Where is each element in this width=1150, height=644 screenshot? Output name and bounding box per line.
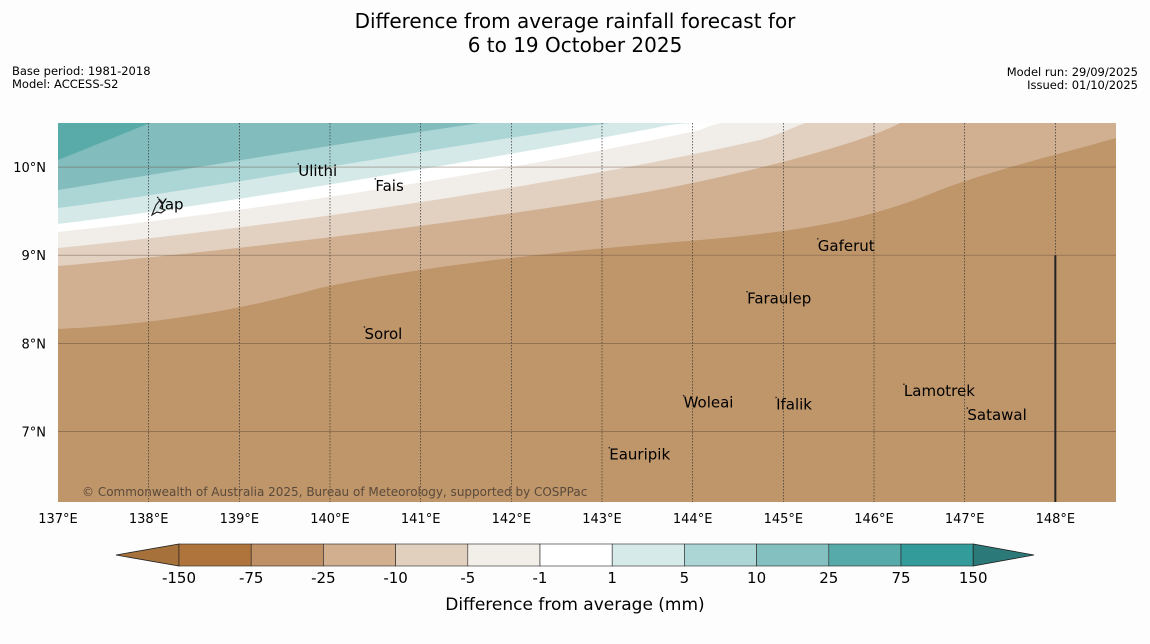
lon-tick-label: 145°E bbox=[764, 512, 804, 527]
place-marker bbox=[775, 396, 777, 399]
meta-right: Model run: 29/09/2025 Issued: 01/10/2025 bbox=[1007, 66, 1138, 92]
lat-tick-label: 7°N bbox=[22, 425, 47, 440]
lon-tick-labels: 137°E 138°E 139°E 140°E 141°E 142°E 143°E 144°E… bbox=[38, 512, 1075, 527]
colorbar-segment bbox=[323, 543, 396, 567]
colorbar-title: Difference from average (mm) bbox=[445, 595, 704, 615]
lat-tick-labels: 10°N 9°N 8°N 7°N bbox=[13, 161, 46, 440]
place-label-eauripik: Eauripik bbox=[609, 446, 670, 464]
place-marker bbox=[966, 407, 969, 409]
colorbar-segment bbox=[178, 543, 252, 567]
colorbar-tick-label: 25 bbox=[819, 569, 838, 587]
colorbar-segment bbox=[467, 543, 541, 567]
place-label-satawal: Satawal bbox=[967, 406, 1026, 424]
place-label-woleai: Woleai bbox=[684, 394, 734, 412]
colorbar-tick-label: 1 bbox=[607, 569, 617, 587]
lon-tick-label: 138°E bbox=[129, 512, 169, 527]
place-label-ifalik: Ifalik bbox=[776, 395, 812, 413]
colorbar-tick-label: -10 bbox=[383, 569, 408, 587]
colorbar: -150 -75 -25 -10 -5 -1 1 5 10 25 75 150 bbox=[115, 543, 1035, 587]
lat-tick-label: 8°N bbox=[22, 337, 47, 352]
model-run-text: Model run: 29/09/2025 bbox=[1006, 65, 1138, 79]
place-marker bbox=[608, 446, 611, 449]
colorbar-segment bbox=[611, 543, 685, 567]
place-marker bbox=[297, 163, 300, 165]
place-label-ulithi: Ulithi bbox=[298, 162, 337, 180]
lat-tick-label: 9°N bbox=[22, 249, 47, 264]
model-text: Model: ACCESS-S2 bbox=[12, 77, 119, 91]
colorbar-tick-label: -25 bbox=[311, 569, 336, 587]
colorbar-arrow-low bbox=[115, 543, 180, 567]
places-layer: Yap Ulithi Fais Gaferut Faraulep Sorol Woleai I… bbox=[157, 162, 1027, 464]
colorbar-segment bbox=[684, 543, 757, 567]
copyright-text: © Commonwealth of Australia 2025, Bureau… bbox=[82, 485, 587, 499]
colorbar-segment bbox=[250, 543, 324, 567]
lon-tick-label: 143°E bbox=[582, 512, 622, 527]
colorbar-tick-label: 150 bbox=[959, 569, 988, 587]
colorbar-segment bbox=[900, 543, 974, 567]
place-marker bbox=[363, 326, 366, 328]
yap-island-outline bbox=[150, 199, 167, 217]
band-brown bbox=[58, 138, 1116, 502]
colorbar-segment bbox=[539, 543, 613, 567]
lon-tick-label: 148°E bbox=[1036, 512, 1076, 527]
lon-tick-label: 141°E bbox=[401, 512, 441, 527]
place-marker bbox=[746, 290, 748, 293]
lon-tick-label: 147°E bbox=[945, 512, 985, 527]
place-marker bbox=[682, 394, 685, 397]
place-label-lamotrek: Lamotrek bbox=[904, 382, 975, 400]
lon-tick-label: 137°E bbox=[38, 512, 78, 527]
colorbar-tick-label: -75 bbox=[239, 569, 264, 587]
colorbar-tick-label: -1 bbox=[533, 569, 548, 587]
lon-tick-label: 144°E bbox=[673, 512, 713, 527]
meta-left: Base period: 1981-2018 Model: ACCESS-S2 bbox=[12, 65, 151, 91]
place-marker bbox=[374, 178, 377, 180]
map-title: Difference from average rainfall forecas… bbox=[0, 9, 1150, 57]
colorbar-segment bbox=[395, 543, 469, 567]
colorbar-tick-label: -5 bbox=[460, 569, 475, 587]
lon-tick-label: 142°E bbox=[492, 512, 532, 527]
place-label-faraulep: Faraulep bbox=[747, 290, 811, 308]
colorbar-tick-label: -150 bbox=[162, 569, 196, 587]
title-line-2: 6 to 19 October 2025 bbox=[467, 33, 683, 57]
lat-tick-label: 10°N bbox=[13, 161, 46, 176]
lon-tick-label: 139°E bbox=[220, 512, 260, 527]
place-marker bbox=[816, 238, 819, 240]
place-label-sorol: Sorol bbox=[364, 325, 402, 343]
colorbar-tick-label: 5 bbox=[680, 569, 690, 587]
place-label-gaferut: Gaferut bbox=[818, 237, 875, 255]
place-label-fais: Fais bbox=[375, 177, 404, 195]
lon-tick-label: 140°E bbox=[310, 512, 350, 527]
lon-tick-label: 146°E bbox=[854, 512, 894, 527]
place-marker bbox=[903, 383, 905, 386]
place-marker bbox=[156, 196, 159, 199]
colorbar-segment bbox=[756, 543, 830, 567]
colorbar-tick-label: 10 bbox=[747, 569, 766, 587]
colorbar-tick-label: 75 bbox=[891, 569, 910, 587]
base-period-text: Base period: 1981-2018 bbox=[12, 64, 151, 78]
issued-text: Issued: 01/10/2025 bbox=[1027, 78, 1138, 92]
title-line-1: Difference from average rainfall forecas… bbox=[354, 9, 796, 33]
map-area: Yap Ulithi Fais Gaferut Faraulep Sorol Woleai I… bbox=[58, 123, 1116, 502]
place-label-yap: Yap bbox=[157, 195, 184, 213]
colorbar-arrow-high bbox=[972, 543, 1035, 567]
colorbar-segment bbox=[828, 543, 902, 567]
